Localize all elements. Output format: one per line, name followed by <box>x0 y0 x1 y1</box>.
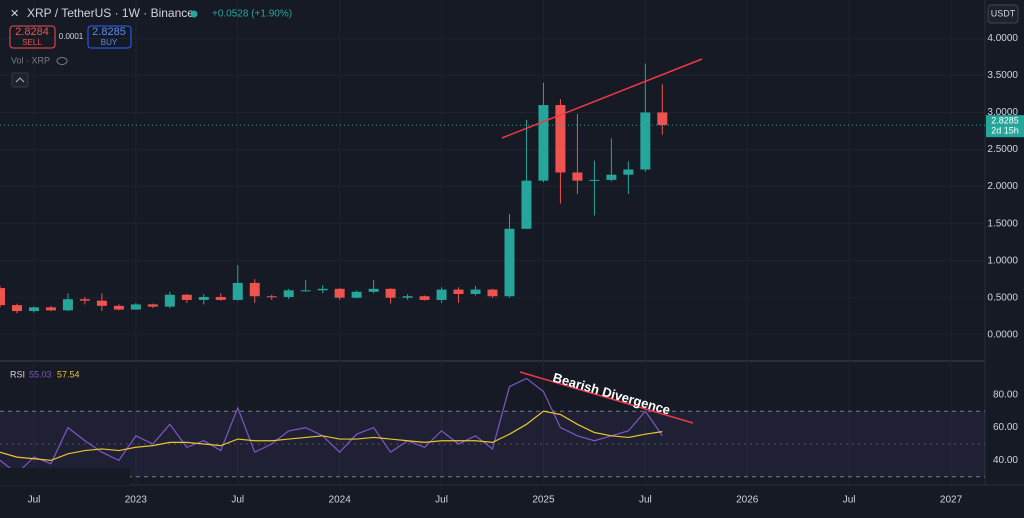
candle-body <box>198 296 209 300</box>
x-tick-label: Jul <box>435 495 448 506</box>
y-tick-label: 2.0000 <box>987 181 1018 192</box>
x-tick-label: Jul <box>28 495 41 506</box>
candle-body <box>266 296 277 298</box>
candle-body <box>453 289 464 295</box>
symbol-icon: ✕ <box>10 8 19 20</box>
buy-button[interactable] <box>87 25 132 49</box>
candle-body <box>538 105 549 181</box>
y-tick-label: 60.00 <box>993 422 1018 433</box>
candle-body <box>0 288 5 306</box>
candle-body <box>130 304 141 310</box>
logo-area <box>0 468 130 485</box>
currency-button[interactable] <box>987 4 1019 24</box>
candle-body <box>113 305 124 310</box>
candle-body <box>283 290 294 297</box>
sell-price[interactable]: 2.8284 <box>15 26 49 38</box>
candle-body <box>96 300 107 306</box>
spread: 0.0001 <box>59 32 84 41</box>
candle-body <box>79 299 90 301</box>
candle-body <box>385 288 396 298</box>
volume-label[interactable]: Vol · XRP <box>11 55 50 65</box>
candle-body <box>640 112 651 170</box>
y-tick-label: 4.0000 <box>987 33 1018 44</box>
y-tick-label: 80.00 <box>993 389 1018 400</box>
candle-body <box>436 289 447 300</box>
candle-body <box>249 282 260 297</box>
rsi-value: 55.03 <box>29 369 52 379</box>
candle-body <box>368 288 379 292</box>
rsi-line <box>0 410 663 462</box>
price-change: +0.0528 (+1.90%) <box>212 9 292 20</box>
rsi-line <box>0 377 663 475</box>
y-tick-label: 1.0000 <box>987 255 1018 266</box>
candle-body <box>11 305 22 312</box>
collapse-button[interactable] <box>11 72 29 88</box>
sell-button[interactable] <box>9 25 56 49</box>
y-tick-label: 2.5000 <box>987 144 1018 155</box>
y-tick-label: 1.5000 <box>987 218 1018 229</box>
candle-body <box>572 172 583 181</box>
sell-label[interactable]: SELL <box>22 38 42 47</box>
buy-label[interactable]: BUY <box>101 38 118 47</box>
candle-body <box>487 289 498 297</box>
candle-body <box>62 299 73 311</box>
candle-body <box>589 179 600 181</box>
x-tick-label: Jul <box>639 495 652 506</box>
candle-body <box>351 291 362 298</box>
visibility-icon[interactable] <box>56 57 68 65</box>
candle-body <box>147 304 158 307</box>
rsi-trendline <box>519 371 694 424</box>
candle-body <box>606 174 617 180</box>
candle-body <box>470 289 481 295</box>
x-tick-label: 2027 <box>940 495 963 506</box>
rsi-ma-value: 57.54 <box>57 369 80 379</box>
candle-body <box>45 307 56 311</box>
collapse-icon <box>15 77 25 83</box>
buy-price[interactable]: 2.8285 <box>92 26 126 38</box>
x-tick-label: 2024 <box>329 495 352 506</box>
candle-body <box>657 112 668 126</box>
symbol[interactable]: XRP / TetherUS · 1W · Binance <box>27 6 194 20</box>
candle-body <box>419 296 430 300</box>
y-tick-label: 3.5000 <box>987 70 1018 81</box>
x-tick-label: Jul <box>231 495 244 506</box>
last-price-label: 2.8285 <box>991 116 1019 126</box>
x-tick-label: 2025 <box>532 495 555 506</box>
y-tick-label: 3.0000 <box>987 107 1018 118</box>
y-tick-label: 0.5000 <box>987 292 1018 303</box>
status-dot <box>190 10 198 18</box>
candle-body <box>334 288 345 298</box>
rsi-title: RSI <box>10 369 25 379</box>
candle-body <box>555 105 566 173</box>
y-tick-label: 40.00 <box>993 455 1018 466</box>
currency[interactable]: USDT <box>991 8 1016 18</box>
candle-body <box>623 169 634 175</box>
candle-body <box>215 296 226 300</box>
candle-body <box>402 296 413 298</box>
candle-body <box>317 288 328 291</box>
price-trendline <box>501 58 703 139</box>
candle-body <box>232 282 243 300</box>
last-price-box <box>986 115 1024 138</box>
y-tick-label: 0.0000 <box>987 329 1018 340</box>
candle-body <box>164 294 175 307</box>
candle-body <box>28 307 39 312</box>
countdown: 2d 15h <box>991 126 1019 136</box>
candle-body <box>504 228 515 297</box>
candle-body <box>300 290 311 292</box>
candle-body <box>181 294 192 300</box>
candle-body <box>521 180 532 229</box>
x-tick-label: 2023 <box>125 495 148 506</box>
x-tick-label: Jul <box>843 495 856 506</box>
x-tick-label: 2026 <box>736 495 759 506</box>
